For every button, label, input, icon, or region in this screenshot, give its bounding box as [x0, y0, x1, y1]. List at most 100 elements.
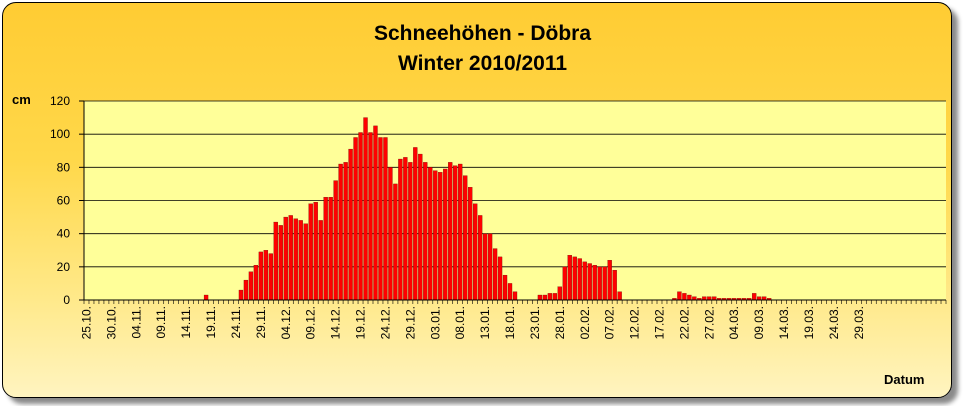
bar	[348, 148, 353, 301]
bar	[393, 183, 398, 301]
bar	[448, 162, 453, 301]
x-tick-label: 04.11.	[129, 306, 143, 338]
bar	[313, 202, 318, 301]
bar	[353, 137, 358, 301]
x-tick-label: 30.10.	[104, 306, 118, 339]
bar	[258, 251, 264, 301]
x-tick-label: 27.02.	[702, 306, 716, 339]
bar	[303, 223, 308, 301]
x-tick-label: 29.11.	[254, 306, 268, 338]
x-tick-label: 24.11.	[229, 306, 243, 338]
bar	[567, 255, 572, 301]
bar	[557, 286, 562, 301]
bar	[358, 132, 363, 301]
bar	[607, 260, 612, 301]
bar	[453, 165, 458, 301]
y-tick-label: 60	[57, 194, 71, 208]
bar	[492, 248, 498, 301]
bar	[582, 261, 587, 301]
bar	[443, 168, 448, 301]
bar	[577, 258, 582, 301]
x-tick-label: 14.12.	[329, 306, 343, 339]
x-tick-label: 29.03.	[852, 306, 866, 339]
x-tick-label: 02.02.	[578, 306, 592, 339]
bar	[587, 263, 592, 301]
bar	[458, 163, 463, 301]
bar	[388, 167, 393, 301]
bar	[497, 256, 503, 301]
bar	[293, 218, 298, 301]
x-tick-label: 13.01.	[478, 306, 492, 339]
bar	[298, 220, 303, 301]
x-tick-label: 09.03.	[752, 306, 766, 339]
bar	[278, 225, 283, 301]
bar	[338, 163, 343, 301]
x-tick-label: 28.01.	[553, 306, 567, 339]
y-tick-label: 80	[57, 160, 71, 174]
bar	[562, 266, 567, 301]
bar	[682, 293, 687, 301]
bar	[333, 180, 338, 301]
bar	[552, 293, 558, 301]
bar	[253, 265, 259, 301]
y-tick-labels: 0 20 40 60 80 100 120	[50, 94, 70, 307]
bar	[677, 291, 682, 301]
x-tick-label: 04.03.	[727, 306, 741, 339]
bar	[328, 197, 333, 301]
x-axis-label: Datum	[884, 372, 925, 387]
y-tick-label: 0	[63, 293, 70, 307]
bar	[438, 172, 443, 301]
x-tick-label: 14.11.	[179, 306, 193, 338]
y-tick-label: 120	[50, 94, 70, 108]
y-axis-label: cm	[12, 92, 31, 107]
bar	[288, 215, 293, 301]
x-tick-label: 07.02.	[603, 306, 617, 339]
bar	[383, 137, 388, 301]
bar	[268, 253, 273, 301]
bar	[512, 291, 518, 301]
x-tick-label: 23.01.	[528, 306, 542, 339]
bar	[373, 125, 378, 301]
bar	[597, 266, 602, 301]
bar	[403, 157, 408, 301]
bar	[413, 147, 418, 301]
bar	[323, 197, 328, 301]
bar	[238, 289, 244, 301]
axes	[79, 100, 947, 304]
bar	[243, 279, 249, 301]
bar	[592, 265, 597, 301]
x-tick-label: 18.01.	[503, 306, 517, 339]
bar	[617, 291, 622, 301]
bar	[398, 158, 403, 301]
grid-lines	[84, 100, 946, 268]
bar	[502, 274, 508, 301]
x-tick-label: 04.12.	[279, 306, 293, 339]
bar	[368, 132, 373, 301]
bar	[752, 293, 757, 301]
bar	[572, 256, 577, 301]
x-tick-label: 19.03.	[802, 306, 816, 339]
bar	[418, 153, 423, 301]
chart-title: Schneehöhen - Döbra	[373, 22, 592, 45]
bar	[203, 294, 209, 301]
bar	[433, 170, 438, 301]
x-tick-label: 22.02.	[677, 306, 691, 339]
x-tick-label: 12.02.	[628, 306, 642, 339]
x-tick-label: 25.10.	[80, 306, 94, 339]
x-tick-label: 09.11.	[154, 306, 168, 338]
x-tick-labels: 25.10. 30.10. 04.11. 09.11. 14.11. 19.11. 24.1…	[80, 306, 866, 339]
x-tick-label: 17.02.	[653, 306, 667, 339]
bar	[308, 203, 313, 301]
bar	[477, 215, 483, 301]
bar	[542, 294, 548, 301]
x-tick-label: 09.12.	[304, 306, 318, 339]
bar	[273, 221, 278, 301]
x-tick-label: 03.01.	[428, 306, 442, 339]
y-tick-label: 40	[57, 227, 71, 241]
bar	[363, 117, 368, 301]
bar	[463, 175, 468, 301]
bar	[428, 167, 433, 301]
bar	[482, 233, 488, 301]
chart-subtitle: Winter 2010/2011	[397, 52, 568, 75]
